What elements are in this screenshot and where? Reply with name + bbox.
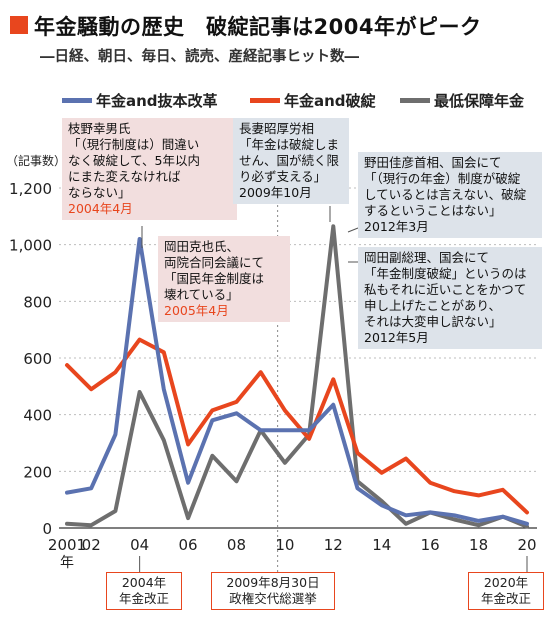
chart-title: 年金騒動の歴史 破綻記事は2004年がピーク [34,15,482,39]
series-line-collapse [65,337,529,515]
x-unit-label: 年 [60,555,74,571]
callout-okada-2005: 岡田克也氏、 両院合同会議にて 「国民年金制度は 壊れている」 2005年4月 [158,236,290,322]
callout-nagatsuma: 長妻昭厚労相 「年金は破綻しま せん、国が続く限 り必ず支える」 2009年10… [233,118,349,204]
x-tick-label: 02 [82,536,101,554]
event-line: 年金改正 [480,591,531,606]
event-reform-2020: 2020年 年金改正 [468,572,544,610]
chart-subtitle: ―日経、朝日、毎日、読売、産経記事ヒット数― [40,49,359,65]
x-tick-label: 20 [517,536,536,554]
y-tick-label: 800 [23,293,52,311]
callout-noda: 野田佳彦首相、国会にて 「（現行の年金）制度が破綻 しているとは言えない、破綻 … [358,152,542,238]
y-tick-label: 400 [23,407,52,425]
callout-line: 両院合同会議にて [164,255,265,270]
callout-line: 「（現行の年金）制度が破綻 [364,171,521,186]
x-tick-label: 14 [372,536,391,554]
x-tick-label: 18 [469,536,488,554]
callout-date: 2005年4月 [164,303,229,318]
callout-line: にまた変えなければ [68,169,181,184]
x-tick-label: 16 [421,536,440,554]
x-tick-label: 08 [227,536,246,554]
callout-line: 枝野幸男氏 [68,121,131,136]
event-line: 2004年 [121,575,167,590]
y-tick-label: 200 [23,463,52,481]
event-line: 2020年 [483,575,529,590]
callout-okada-2012: 岡田副総理、国会にて 「年金制度破綻」というのは 私もそれに近いことをかつて 申… [358,247,542,349]
legend-item-reform: 年金and抜本改革 [62,90,218,110]
callout-date: 2012年5月 [364,330,429,345]
callout-line: 「（現行制度は）間違い [68,137,200,152]
callout-line: 「国民年金制度は [164,271,265,286]
callout-line: 「年金は破綻しま [239,137,340,152]
callout-line: 壊れている」 [164,287,239,302]
legend-item-collapse: 年金and破綻 [250,90,376,110]
x-tick-label: 12 [324,536,343,554]
event-line: 年金改正 [118,591,169,606]
y-axis-label: （記事数） [6,154,67,168]
callout-line: なく破綻して、5年以内 [68,153,200,168]
event-line: 2009年8月30日 [226,575,320,590]
legend-item-minimum: 最低保障年金 [400,90,524,110]
series-line-reform [65,237,529,526]
y-tick-label: 1,000 [9,237,52,255]
callout-line: り必ず支える」 [239,169,327,184]
legend-swatch-gray [400,97,430,103]
title-marker [10,16,28,34]
legend-label: 年金and破綻 [284,91,376,110]
event-election-2009: 2009年8月30日 政権交代総選挙 [211,572,335,610]
callout-line: しているとは言えない、破綻 [364,187,527,202]
callout-date: 2004年4月 [68,201,133,216]
callout-line: するということはない」 [364,203,502,218]
y-tick-label: 1,200 [9,180,52,198]
x-tick-label: 06 [179,536,198,554]
x-tick-label: 04 [130,536,149,554]
y-tick-label: 0 [42,520,52,538]
callout-line: ならない」 [68,185,131,200]
callout-line: 長妻昭厚労相 [239,121,315,136]
legend-label: 最低保障年金 [434,91,525,110]
callout-date: 2009年10月 [239,185,312,200]
callout-edano: 枝野幸男氏 「（現行制度は）間違い なく破綻して、5年以内 にまた変えなければ … [62,118,237,220]
legend-swatch-red [250,97,280,103]
callout-date: 2012年3月 [364,219,429,234]
callout-line: せん、国が続く限 [239,153,340,168]
callout-line: 岡田克也氏、 [164,239,240,254]
callout-line: 「年金制度破綻」というのは [364,266,527,281]
series-line-minimum-pension [65,224,529,529]
event-line: 政権交代総選挙 [229,591,317,606]
y-tick-label: 600 [23,350,52,368]
callout-line: 野田佳彦首相、国会にて [364,155,502,170]
x-tick-label: 10 [275,536,294,554]
event-reform-2004: 2004年 年金改正 [106,572,182,610]
callout-line: 申し上げたことがあり、 [364,298,502,313]
callout-line: 私もそれに近いことをかつて [364,282,527,297]
legend-swatch-blue [62,97,92,103]
x-tick-label: 2001 [48,536,86,554]
callout-line: 岡田副総理、国会にて [364,250,490,265]
callout-connector [347,227,359,233]
legend-label: 年金and抜本改革 [96,91,218,110]
callout-line: それは大変申し訳ない」 [364,314,502,329]
